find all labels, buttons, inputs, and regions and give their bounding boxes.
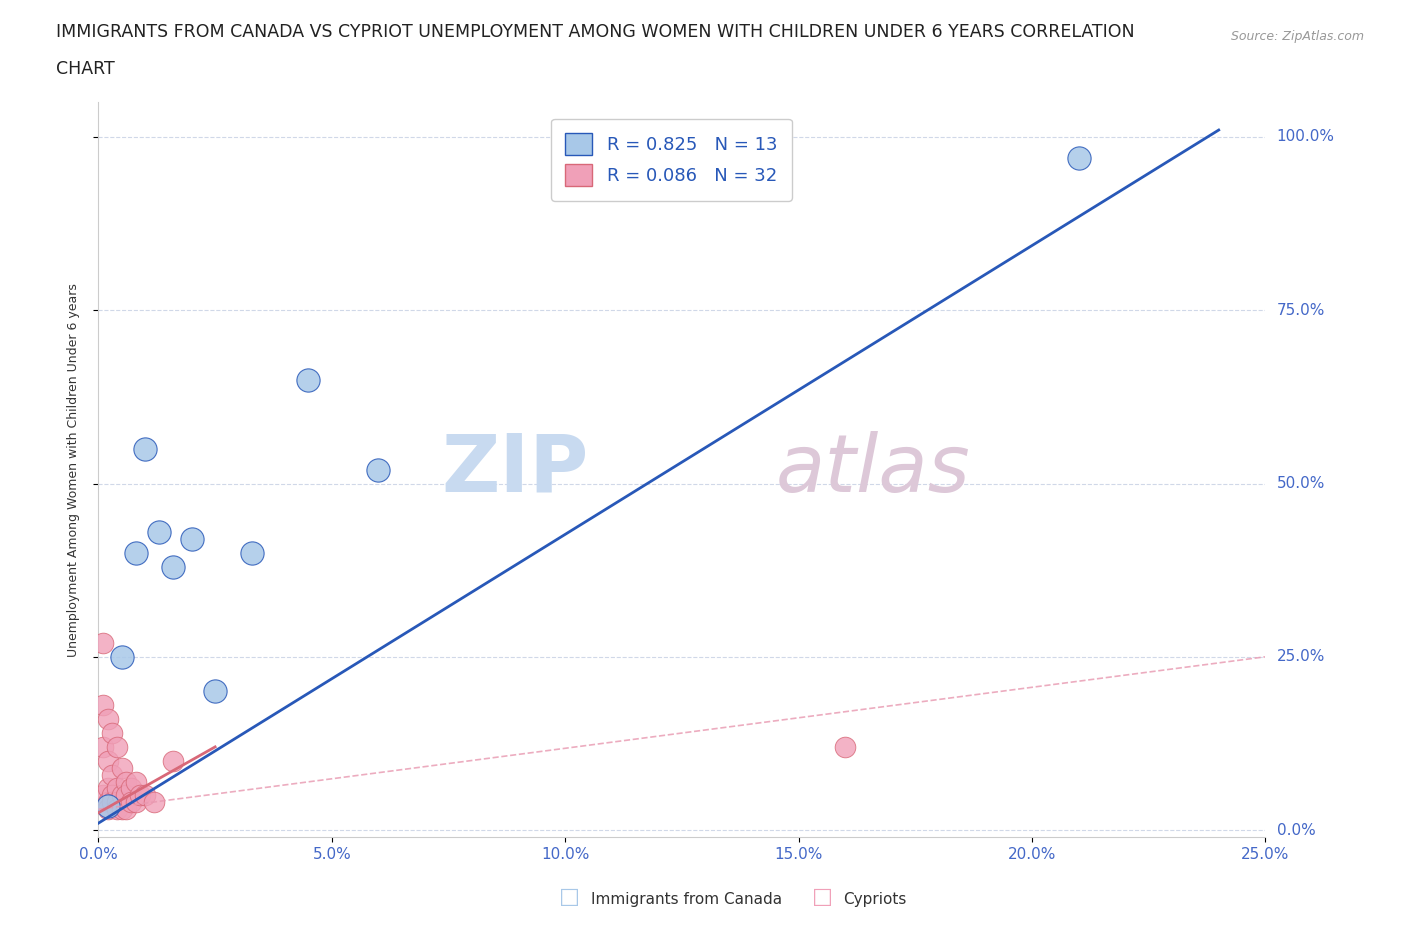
Point (129, 788, 152, 803)
Point (115, 802, 138, 817)
Point (695, 151, 717, 166)
Point (120, 781, 142, 796)
Text: ZIP: ZIP (441, 431, 589, 509)
Point (105, 802, 128, 817)
Point (115, 788, 138, 803)
Point (111, 788, 134, 803)
Point (105, 739, 128, 754)
Point (148, 525, 170, 539)
Point (162, 559, 184, 574)
Point (111, 760, 134, 775)
Point (101, 788, 124, 803)
Point (97, 711, 120, 726)
Text: Source: ZipAtlas.com: Source: ZipAtlas.com (1230, 30, 1364, 43)
Point (91, 698, 114, 712)
Point (143, 795, 166, 810)
Text: 0.0%: 0.0% (1277, 822, 1315, 838)
Point (297, 372, 319, 387)
Point (115, 774, 138, 789)
Text: □: □ (560, 886, 579, 907)
Point (120, 795, 142, 810)
Point (97, 798, 120, 813)
Legend: R = 0.825   N = 13, R = 0.086   N = 32: R = 0.825 N = 13, R = 0.086 N = 32 (551, 119, 792, 201)
Point (91, 788, 114, 803)
Point (125, 774, 148, 789)
Point (105, 781, 128, 796)
Y-axis label: Unemployment Among Women with Children Under 6 years: Unemployment Among Women with Children U… (67, 283, 80, 657)
Text: Immigrants from Canada: Immigrants from Canada (591, 892, 782, 907)
Text: 100.0%: 100.0% (1277, 129, 1334, 144)
Point (101, 767, 124, 782)
Point (204, 684, 226, 698)
Point (97, 802, 120, 817)
Point (111, 649, 134, 664)
Point (91, 635, 114, 650)
Text: CHART: CHART (56, 60, 115, 78)
Text: 75.0%: 75.0% (1277, 303, 1324, 318)
Point (97, 753, 120, 768)
Point (367, 462, 389, 477)
Text: 25.0%: 25.0% (1277, 649, 1324, 664)
Point (97, 795, 120, 810)
Point (125, 795, 148, 810)
Point (180, 532, 202, 547)
Point (125, 545, 148, 560)
Point (101, 725, 124, 740)
Point (101, 795, 124, 810)
Point (134, 442, 156, 457)
Point (97, 781, 120, 796)
Text: IMMIGRANTS FROM CANADA VS CYPRIOT UNEMPLOYMENT AMONG WOMEN WITH CHILDREN UNDER 6: IMMIGRANTS FROM CANADA VS CYPRIOT UNEMPL… (56, 23, 1135, 41)
Point (162, 753, 184, 768)
Point (105, 795, 128, 810)
Point (111, 802, 134, 817)
Text: 50.0%: 50.0% (1277, 476, 1324, 491)
Text: Cypriots: Cypriots (844, 892, 907, 907)
Text: □: □ (813, 886, 832, 907)
Point (834, 739, 856, 754)
Point (242, 545, 264, 560)
Point (134, 788, 156, 803)
Point (91, 739, 114, 754)
Text: atlas: atlas (775, 431, 970, 509)
Point (1067, 151, 1090, 166)
